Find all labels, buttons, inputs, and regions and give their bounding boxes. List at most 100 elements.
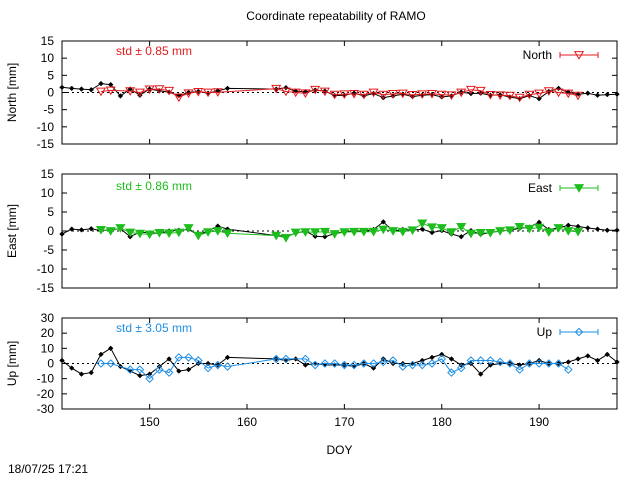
- reference-point: [565, 359, 572, 365]
- x-tick-label: 160: [237, 415, 257, 429]
- x-tick-label: 150: [140, 415, 160, 429]
- reference-point: [68, 226, 75, 232]
- panel-east: -15 -10 -5 0 5 10 15 East [mm] std ± 0.86 mm East: [5, 167, 620, 295]
- reference-point: [137, 372, 143, 379]
- east-point: [105, 227, 116, 236]
- east-point: [514, 222, 525, 232]
- north-point: [154, 85, 165, 94]
- east-point: [290, 228, 301, 238]
- y-tick-label: 0: [47, 224, 54, 238]
- up-point: [106, 359, 115, 368]
- reference-point: [59, 357, 65, 364]
- north-point: [349, 90, 360, 99]
- legend-marker: [573, 184, 585, 193]
- reference-point: [98, 351, 104, 358]
- up-point: [554, 359, 563, 368]
- up-point: [184, 353, 193, 362]
- y-tick-label: -20: [37, 387, 55, 401]
- east-point: [173, 228, 184, 238]
- north-point: [339, 90, 350, 99]
- reference-point: [448, 356, 455, 362]
- east-point: [222, 229, 233, 239]
- up-point: [271, 354, 281, 364]
- reference-point: [205, 360, 211, 367]
- up-point: [174, 353, 184, 362]
- east-point: [202, 228, 214, 237]
- north-point: [183, 89, 194, 98]
- north-point: [193, 87, 204, 97]
- reference-point: [614, 227, 620, 233]
- east-point: [378, 225, 389, 235]
- north-point: [164, 86, 175, 96]
- north-point: [456, 88, 467, 98]
- x-axis-label: DOY: [326, 443, 352, 457]
- reference-point: [88, 225, 94, 232]
- reference-point: [614, 91, 620, 97]
- up-point: [340, 360, 349, 370]
- reference-point: [78, 86, 85, 92]
- north-point: [378, 90, 389, 100]
- east-point: [134, 229, 145, 239]
- north-point: [504, 91, 515, 101]
- reference-point: [59, 231, 65, 237]
- up-point: [310, 360, 320, 370]
- up-point: [525, 359, 534, 368]
- reference-point: [536, 95, 542, 102]
- legend-marker: [573, 51, 585, 60]
- y-tick-label: 10: [41, 186, 55, 200]
- east-point: [164, 229, 175, 239]
- east-point: [553, 224, 564, 233]
- north-point: [436, 90, 447, 100]
- reference-point: [555, 85, 562, 92]
- north-point: [397, 89, 408, 99]
- up-point: [427, 359, 437, 368]
- reference-point: [59, 84, 65, 91]
- east-point: [456, 222, 467, 232]
- y-tick-label: 5: [47, 205, 54, 219]
- up-point: [145, 374, 154, 383]
- north-point: [300, 89, 311, 98]
- up-point: [213, 360, 223, 370]
- north-point: [417, 90, 428, 99]
- y-tick-label: -15: [37, 281, 55, 295]
- reference-point: [98, 80, 104, 87]
- reference-point: [88, 86, 94, 93]
- reference-point: [429, 229, 435, 236]
- y-tick-label: 10: [41, 51, 55, 65]
- y-tick-label: 15: [41, 167, 55, 181]
- north-point: [134, 88, 145, 98]
- up-point: [125, 365, 135, 374]
- east-point: [280, 233, 292, 243]
- reference-point: [614, 359, 620, 365]
- up-point: [534, 359, 544, 368]
- reference-point: [68, 85, 75, 92]
- up-point: [379, 357, 388, 367]
- east-point: [368, 227, 379, 237]
- up-point: [194, 356, 203, 365]
- reference-point: [185, 89, 192, 96]
- north-point: [446, 91, 457, 101]
- east-point: [485, 229, 496, 238]
- up-point: [388, 356, 398, 365]
- east-point: [465, 229, 477, 239]
- reference-point: [302, 362, 309, 368]
- reference-point: [487, 362, 494, 368]
- reference-point: [594, 92, 601, 99]
- reference-point: [117, 93, 124, 99]
- north-point: [407, 91, 418, 100]
- reference-point: [380, 219, 387, 225]
- std-label: std ± 0.85 mm: [116, 44, 192, 58]
- north-point: [495, 91, 506, 101]
- reference-point: [88, 369, 94, 376]
- up-point: [349, 360, 359, 370]
- east-point: [524, 224, 535, 234]
- reference-point: [370, 365, 377, 371]
- y-tick-label: -10: [37, 372, 55, 386]
- north-point: [105, 86, 116, 96]
- y-tick-label: 5: [47, 68, 54, 82]
- reference-point: [585, 353, 591, 359]
- up-point: [135, 365, 145, 374]
- y-tick-label: -10: [37, 262, 55, 276]
- up-series-line: [100, 356, 569, 380]
